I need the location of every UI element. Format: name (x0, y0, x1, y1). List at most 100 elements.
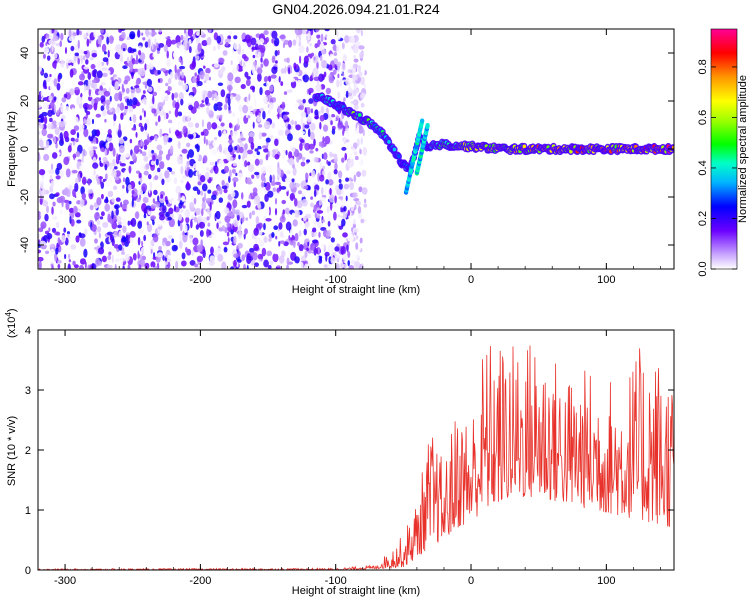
noise-cell (67, 263, 71, 269)
noise-cell (275, 148, 279, 153)
noise-cell (70, 244, 77, 250)
noise-cell (39, 124, 44, 129)
noise-cell (51, 264, 54, 269)
spectrogram-x-tick-label: -300 (54, 274, 76, 286)
noise-cell (79, 198, 85, 207)
noise-cell (78, 30, 82, 36)
noise-cell (227, 139, 234, 144)
noise-cell (154, 37, 157, 47)
noise-cell (254, 98, 257, 108)
noise-cell (96, 196, 102, 206)
noise-cell (38, 210, 42, 221)
noise-cell (157, 101, 164, 111)
noise-cell (180, 59, 184, 66)
noise-cell (228, 175, 231, 183)
noise-cell (149, 135, 155, 141)
noise-cell (353, 197, 360, 202)
noise-cell (261, 247, 267, 257)
noise-cell (199, 103, 206, 108)
noise-cell (105, 99, 111, 106)
noise-cell (284, 207, 290, 215)
noise-cell (310, 131, 315, 141)
noise-cell (98, 157, 101, 161)
noise-cell (78, 232, 82, 237)
noise-cell (328, 76, 335, 84)
noise-cell (237, 242, 243, 249)
noise-cell (139, 177, 143, 184)
spectrogram-y-tick-label: 0 (19, 146, 31, 152)
noise-cell (263, 147, 269, 153)
spectrogram-x-tick-label: 100 (597, 274, 615, 286)
noise-cell (221, 185, 228, 190)
noise-cell (82, 33, 87, 38)
snr-y-ticks: 0 1 2 3 4 (25, 325, 674, 577)
noise-cell (289, 229, 293, 238)
noise-cell (289, 145, 296, 153)
noise-cell (63, 227, 67, 233)
noise-cell (327, 220, 331, 227)
noise-cell (122, 225, 127, 233)
noise-cell (63, 130, 69, 140)
noise-cell (190, 219, 193, 229)
noise-cell (353, 81, 357, 90)
noise-cell (128, 98, 133, 108)
noise-cell (138, 45, 142, 50)
noise-cell (76, 29, 80, 36)
noise-cell (303, 228, 307, 236)
noise-cell (127, 250, 132, 256)
noise-cell (106, 264, 113, 269)
noise-cell (339, 200, 346, 208)
noise-cell (77, 39, 80, 49)
noise-cell (252, 121, 255, 129)
noise-cell (182, 125, 188, 134)
noise-cell (114, 204, 120, 209)
noise-cell (314, 109, 319, 116)
noise-cell (159, 161, 165, 170)
noise-cell (272, 253, 279, 263)
noise-cell (281, 199, 287, 205)
noise-cell (138, 228, 145, 235)
noise-cell (55, 247, 59, 255)
snr-y-tick-label: 4 (25, 325, 31, 337)
noise-cell (327, 33, 331, 43)
noise-cell (121, 83, 125, 91)
noise-cell (279, 34, 286, 40)
noise-cell (236, 159, 242, 169)
noise-cell (125, 176, 130, 186)
noise-cell (181, 148, 188, 154)
noise-cell (306, 247, 309, 252)
colorbar-tick-label: 0.0 (697, 261, 709, 276)
noise-cell (60, 103, 65, 113)
noise-cell (344, 152, 348, 161)
noise-cell (298, 261, 304, 269)
noise-cell (233, 35, 238, 40)
noise-cell (242, 66, 247, 71)
noise-cell (187, 115, 191, 122)
noise-cell (252, 86, 255, 93)
noise-cell (223, 103, 228, 111)
noise-cell (188, 46, 192, 54)
noise-cell (325, 179, 329, 185)
noise-cell (266, 164, 273, 174)
noise-cell (263, 236, 268, 244)
noise-cell (344, 87, 347, 96)
noise-cell (193, 263, 199, 268)
noise-cell (180, 179, 184, 184)
noise-cell (310, 202, 314, 208)
noise-cell (231, 186, 234, 194)
noise-cell (108, 142, 114, 152)
noise-cell (40, 71, 44, 75)
noise-cell (298, 229, 302, 237)
noise-cell (64, 46, 68, 55)
noise-cell (231, 168, 236, 174)
noise-cell (151, 91, 158, 97)
noise-cell (194, 122, 200, 129)
noise-cell (210, 246, 214, 255)
noise-cell (74, 182, 79, 192)
noise-cell (274, 197, 278, 205)
noise-cell (48, 169, 55, 175)
colorbar-tick-label: 0.4 (697, 160, 709, 175)
noise-cell (40, 50, 45, 55)
noise-cell (168, 86, 172, 91)
noise-cell (84, 228, 88, 235)
